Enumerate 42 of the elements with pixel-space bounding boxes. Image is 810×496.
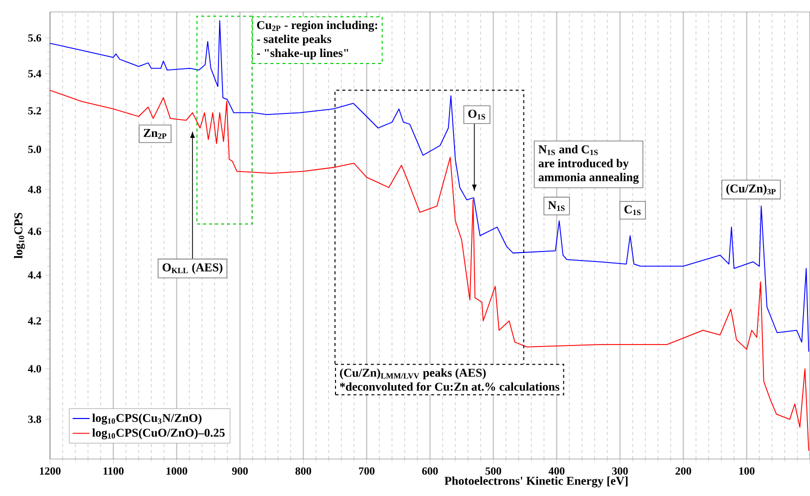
y-tick-label: 4.2: [28, 317, 42, 325]
annotation: (Cu/Zn)$_{3P}$: [726, 184, 776, 195]
y-tick-label: 4.0: [28, 365, 42, 373]
y-tick-label: 4.8: [28, 186, 42, 194]
y-tick-label: 3.8: [28, 416, 42, 424]
annotation: - "shake-up lines": [256, 48, 348, 60]
x-axis-title: Photoelectrons' Kinetic Energy [eV]: [444, 476, 628, 488]
x-tick-label: 700: [359, 467, 374, 475]
y-tick-label: 4.4: [28, 271, 42, 279]
annotation: are introduced by: [538, 158, 629, 170]
x-tick-label: 300: [612, 467, 628, 475]
x-tick-label: 400: [548, 467, 564, 475]
annotation: ammonia annealing: [538, 172, 639, 184]
x-tick-label: 900: [232, 467, 248, 475]
x-tick-label: 1100: [104, 467, 124, 475]
line-series: [50, 20, 810, 352]
y-tick-label: 5.2: [28, 107, 42, 115]
annotation: N$_{1S}$ and C$_{1S}$: [538, 144, 598, 156]
legend-label: log$_{10}$CPS(CuO/ZnO)–0.25: [92, 428, 225, 440]
legend-label: log$_{10}$CPS(Cu$_{3}$N/ZnO): [92, 414, 202, 425]
annotation: O$_{KLL}$ (AES): [162, 263, 222, 274]
x-tick-label: 600: [422, 467, 438, 475]
annotation: - satelite peaks: [256, 34, 332, 46]
line-series: [50, 90, 810, 452]
annotation: O$_{1S}$: [468, 110, 486, 120]
x-tick-label: 500: [486, 467, 502, 475]
y-tick-label: 5.6: [28, 34, 42, 42]
x-tick-label: 800: [295, 467, 312, 475]
annotation: N$_{1S}$: [548, 201, 565, 211]
x-tick-label: 200: [676, 467, 692, 475]
annotation: Cu$_{2P}$ - region including:: [257, 20, 378, 32]
x-tick-label: 100: [739, 467, 754, 475]
x-tick-label: 1000: [166, 467, 188, 475]
x-tick-label: 1200: [40, 467, 61, 475]
y-tick-label: 5.4: [28, 70, 42, 78]
annotation: *deconvoluted for Cu:Zn at.% calculations: [340, 382, 560, 391]
annotation: Zn$_{2P}$: [144, 128, 166, 139]
annotation: (Cu/Zn)$_{LMM/LVV}$ peaks (AES): [340, 368, 486, 380]
y-axis-title: log$_{10}$CPS: [14, 212, 25, 258]
annotation: C$_{1S}$: [624, 205, 641, 216]
y-tick-label: 5.0: [28, 146, 42, 154]
y-tick-label: 4.6: [28, 228, 42, 236]
